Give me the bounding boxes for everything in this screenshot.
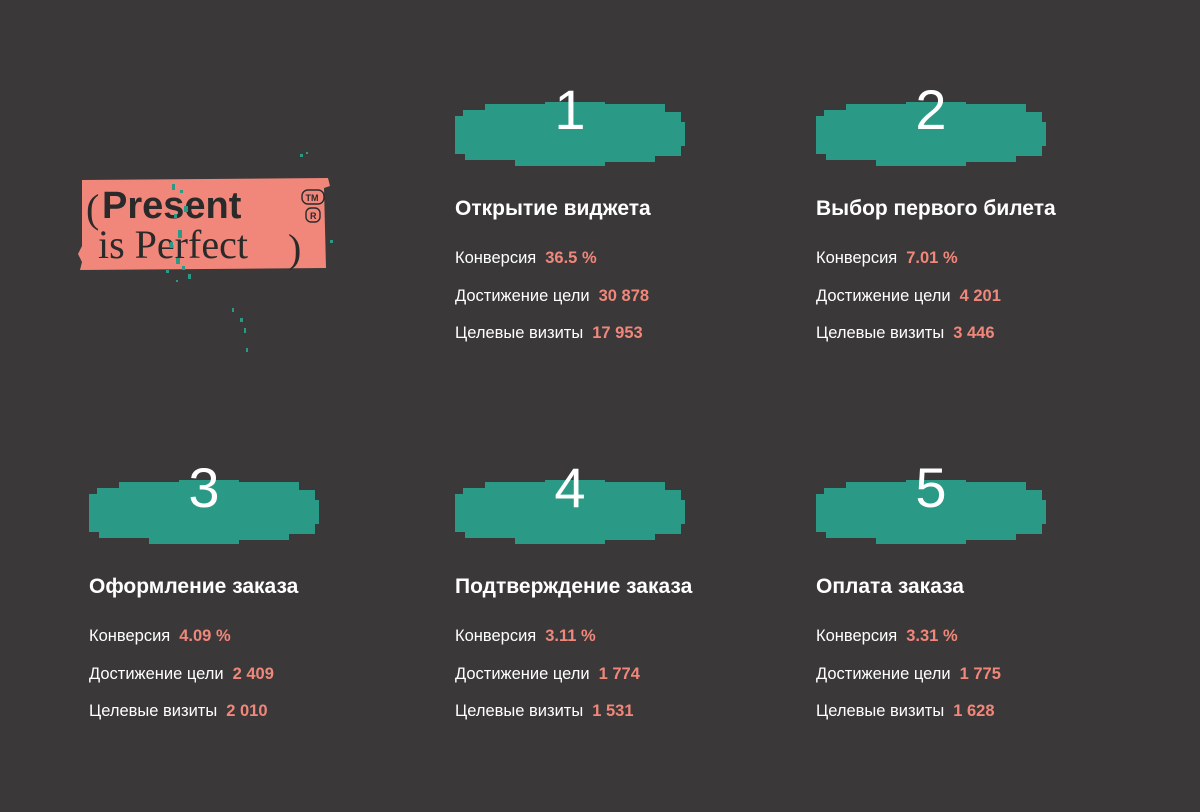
present-is-perfect-logo: ( ) Present is Perfect TM R [76, 150, 338, 360]
banner-shape [455, 102, 685, 166]
metric-label: Конверсия [455, 249, 537, 267]
metric-value: 2 010 [226, 702, 268, 720]
metric-target-visits: Целевые визиты 3 446 [816, 324, 995, 343]
metric-conversion: Конверсия 3.11 % [455, 627, 596, 646]
logo-tm-mark: TM [306, 193, 319, 203]
metric-conversion: Конверсия 7.01 % [816, 249, 958, 268]
banner-shape [816, 102, 1046, 166]
metric-label: Достижение цели [89, 665, 224, 683]
banner-shape [816, 480, 1046, 544]
step-title: Оплата заказа [816, 575, 964, 598]
metric-value: 4.09 % [179, 627, 231, 645]
step-title: Подтверждение заказа [455, 575, 693, 598]
metric-goal-reached: Достижение цели 2 409 [89, 665, 274, 684]
metric-value: 36.5 % [545, 249, 597, 267]
metric-label: Целевые визиты [816, 702, 945, 720]
metric-target-visits: Целевые визиты 17 953 [455, 324, 643, 343]
funnel-step-2: 2 Выбор первого билета Конверсия 7.01 % Д… [816, 82, 1156, 372]
step-banner [816, 480, 1046, 544]
step-number: 4 [554, 456, 586, 519]
metric-value: 4 201 [959, 287, 1001, 305]
metric-value: 1 628 [953, 702, 995, 720]
logo-reg-mark: R [310, 211, 317, 221]
metric-value: 7.01 % [906, 249, 958, 267]
metric-value: 3.11 % [545, 627, 596, 645]
step-number: 3 [188, 456, 220, 519]
metric-label: Конверсия [89, 627, 171, 645]
metric-label: Целевые визиты [455, 702, 584, 720]
metric-value: 1 774 [598, 665, 640, 683]
step-banner [816, 102, 1046, 166]
logo-graphic: ( ) Present is Perfect TM R [78, 152, 333, 352]
metric-value: 2 409 [232, 665, 274, 683]
step-title: Оформление заказа [89, 575, 299, 598]
metric-goal-reached: Достижение цели 30 878 [455, 287, 649, 306]
funnel-step-4: 4 Подтверждение заказа Конверсия 3.11 % Д… [455, 460, 795, 750]
metric-target-visits: Целевые визиты 2 010 [89, 702, 268, 721]
metric-label: Конверсия [455, 627, 537, 645]
logo-line1: Present [102, 185, 242, 227]
metric-goal-reached: Достижение цели 4 201 [816, 287, 1001, 306]
step-number: 2 [915, 78, 947, 141]
svg-text:): ) [288, 226, 301, 271]
metric-value: 1 775 [959, 665, 1001, 683]
svg-text:(: ( [86, 186, 99, 231]
metric-label: Конверсия [816, 627, 898, 645]
metric-label: Конверсия [816, 249, 898, 267]
metric-value: 3.31 % [906, 627, 958, 645]
metric-label: Целевые визиты [816, 324, 945, 342]
metric-label: Достижение цели [455, 665, 590, 683]
step-banner [455, 480, 685, 544]
metric-label: Достижение цели [816, 287, 951, 305]
metric-conversion: Конверсия 3.31 % [816, 627, 958, 646]
funnel-step-3: 3 Оформление заказа Конверсия 4.09 % Дост… [89, 460, 429, 750]
metric-label: Целевые визиты [89, 702, 218, 720]
metric-value: 3 446 [953, 324, 995, 342]
metric-value: 17 953 [592, 324, 643, 342]
step-banner [455, 102, 685, 166]
metric-target-visits: Целевые визиты 1 531 [455, 702, 634, 721]
metric-label: Достижение цели [816, 665, 951, 683]
metric-conversion: Конверсия 36.5 % [455, 249, 597, 268]
step-title: Открытие виджета [455, 197, 651, 220]
metric-value: 1 531 [592, 702, 634, 720]
funnel-step-5: 5 Оплата заказа Конверсия 3.31 % Достижен… [816, 460, 1156, 750]
metric-goal-reached: Достижение цели 1 774 [455, 665, 640, 684]
step-title: Выбор первого билета [816, 197, 1056, 220]
step-number: 5 [915, 456, 947, 519]
banner-shape [89, 480, 319, 544]
step-banner [89, 480, 319, 544]
metric-conversion: Конверсия 4.09 % [89, 627, 231, 646]
step-number: 1 [554, 78, 586, 141]
metric-label: Целевые визиты [455, 324, 584, 342]
metric-goal-reached: Достижение цели 1 775 [816, 665, 1001, 684]
metric-label: Достижение цели [455, 287, 590, 305]
glitch-pixels [166, 152, 333, 352]
banner-shape [455, 480, 685, 544]
funnel-step-1: 1 Открытие виджета Конверсия 36.5 % Дости… [455, 82, 795, 372]
metric-value: 30 878 [598, 287, 650, 305]
metric-target-visits: Целевые визиты 1 628 [816, 702, 995, 721]
